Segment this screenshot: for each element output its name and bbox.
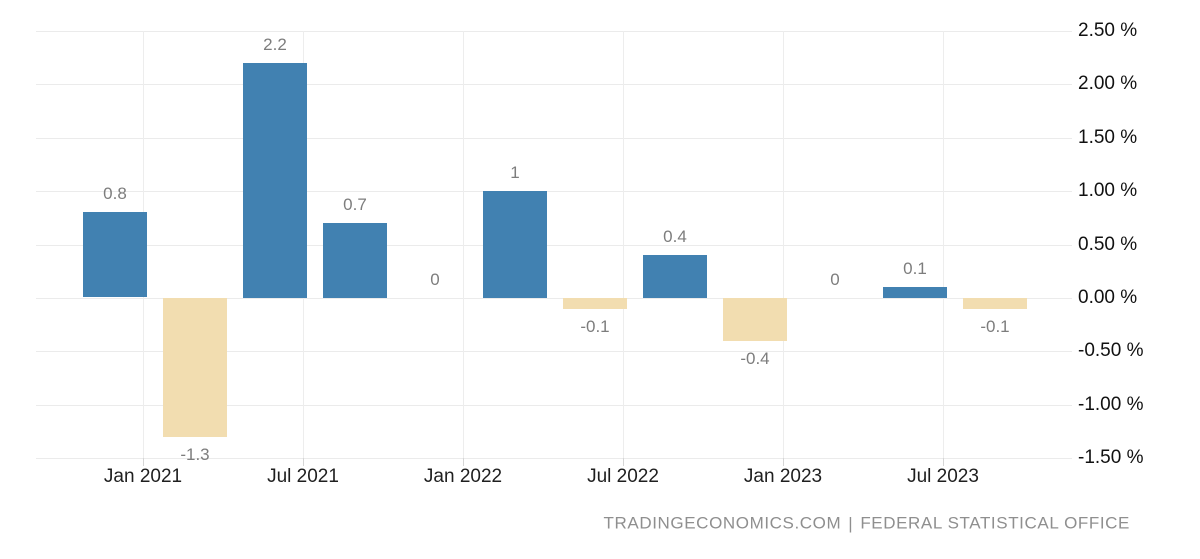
bar-positive[interactable] [483, 191, 547, 298]
attribution: TRADINGECONOMICS.COM | FEDERAL STATISTICAL… [604, 512, 1130, 535]
h-gridline [36, 245, 1072, 246]
x-tick-label: Jul 2023 [907, 466, 979, 487]
bar-value-label: 0.8 [103, 184, 127, 203]
x-axis-tick [623, 458, 624, 466]
bar-positive[interactable] [83, 212, 147, 297]
y-tick-label: 1.00 % [1078, 180, 1138, 201]
y-tick-label: 0.00 % [1078, 287, 1138, 308]
h-gridline [36, 458, 1072, 459]
bar-value-label: 0.7 [343, 195, 367, 214]
x-axis-tick [783, 458, 784, 466]
h-gridline [36, 84, 1072, 85]
bar-value-label: 0.1 [903, 259, 927, 278]
bar-positive[interactable] [323, 223, 387, 298]
v-gridline [463, 31, 464, 458]
x-axis-tick [303, 458, 304, 466]
bar-negative[interactable] [163, 298, 227, 437]
bar-value-label: -0.1 [980, 317, 1010, 336]
bar-value-label: -0.1 [580, 317, 610, 336]
bar-value-label: 2.2 [263, 35, 287, 54]
bar-positive[interactable] [243, 63, 307, 298]
v-gridline [783, 31, 784, 458]
x-axis-tick [463, 458, 464, 466]
h-gridline [36, 31, 1072, 32]
y-tick-label: 2.50 % [1078, 20, 1138, 41]
x-axis-tick [143, 458, 144, 466]
attribution-separator: | [848, 513, 854, 533]
x-tick-label: Jan 2022 [423, 466, 503, 487]
x-axis-tick [943, 458, 944, 466]
y-tick-label: 0.50 % [1078, 234, 1138, 255]
v-gridline [623, 31, 624, 458]
bar-value-label: 0.4 [663, 227, 687, 246]
y-tick-label: -1.50 % [1078, 447, 1144, 468]
tradingeconomics-link[interactable]: TRADINGECONOMICS.COM [603, 513, 842, 533]
bar-negative[interactable] [723, 298, 787, 341]
x-tick-label: Jan 2023 [743, 466, 823, 487]
bar-positive[interactable] [883, 287, 947, 298]
bar-value-label: 1 [510, 163, 520, 182]
bar-value-label: -0.4 [740, 349, 770, 368]
bar-value-label: -1.3 [180, 445, 210, 464]
bar-value-label: 0 [830, 270, 840, 289]
h-gridline [36, 298, 1072, 299]
y-tick-label: -1.00 % [1078, 394, 1144, 415]
v-gridline [943, 31, 944, 458]
y-tick-label: 2.00 % [1078, 73, 1138, 94]
h-gridline [36, 191, 1072, 192]
bar-positive[interactable] [643, 255, 707, 298]
source-link[interactable]: FEDERAL STATISTICAL OFFICE [860, 513, 1130, 533]
y-tick-label: 1.50 % [1078, 127, 1138, 148]
x-tick-label: Jul 2022 [587, 466, 659, 487]
bar-negative[interactable] [963, 298, 1027, 309]
bar-value-label: 0 [430, 270, 440, 289]
h-gridline [36, 405, 1072, 406]
x-tick-label: Jul 2021 [267, 466, 339, 487]
x-tick-label: Jan 2021 [103, 466, 183, 487]
h-gridline [36, 351, 1072, 352]
y-tick-label: -0.50 % [1078, 340, 1144, 361]
bar-negative[interactable] [563, 298, 627, 309]
h-gridline [36, 138, 1072, 139]
